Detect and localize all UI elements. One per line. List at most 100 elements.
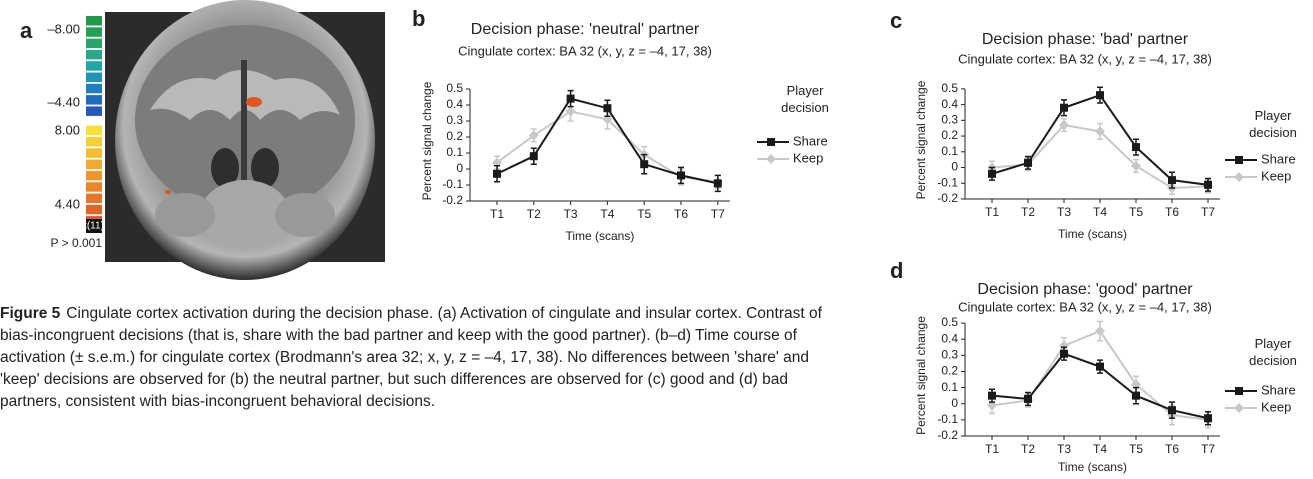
y-axis-title: Percent signal change (420, 81, 434, 200)
colorbar-label: –8.00 (47, 21, 80, 36)
y-tick-label: -0.2 (937, 428, 958, 442)
x-tick-label: T2 (527, 207, 541, 221)
marker (767, 138, 775, 146)
x-tick-label: T3 (564, 207, 578, 221)
y-tick-label: 0.4 (446, 97, 463, 111)
marker (1024, 394, 1032, 403)
x-tick-label: T7 (1201, 205, 1215, 219)
marker (1132, 143, 1140, 152)
y-tick-label: 0.5 (941, 315, 958, 329)
x-tick-label: T1 (490, 207, 504, 221)
marker (1059, 120, 1069, 131)
chart-subtitle: Cingulate cortex: BA 32 (x, y, z = –4, 1… (958, 299, 1212, 314)
x-tick-label: T7 (1201, 442, 1215, 456)
y-tick-label: 0.3 (941, 348, 958, 362)
y-tick-label: 0.5 (446, 81, 463, 95)
legend-label: Keep (793, 150, 823, 165)
colorbar-cell (86, 193, 102, 203)
legend-label: Share (1261, 382, 1296, 397)
mri-image (105, 0, 385, 280)
colorbar-cell (86, 204, 102, 215)
caption-text: Cingulate cortex activation during the d… (0, 305, 822, 410)
x-tick-label: T5 (637, 207, 651, 221)
colorbar-cell (86, 38, 102, 49)
marker (1204, 414, 1212, 423)
y-tick-label: 0.2 (941, 128, 958, 142)
legend-label: Keep (1261, 399, 1291, 414)
x-tick-label: T3 (1057, 205, 1071, 219)
threshold-label: P > 0.001 (51, 236, 103, 250)
x-tick-label: T5 (1129, 442, 1143, 456)
panel-label: d (890, 258, 903, 283)
colorbar-cell (86, 49, 102, 60)
marker (988, 169, 996, 178)
marker (1095, 126, 1105, 137)
chart-title: Decision phase: 'bad' partner (982, 31, 1189, 48)
x-axis-title: Time (scans) (1058, 227, 1127, 241)
colorbar (86, 16, 102, 233)
colorbar-label: 4.40 (55, 196, 80, 211)
colorbar-cell (86, 137, 102, 147)
colorbar-cell (86, 27, 102, 37)
x-tick-label: T7 (711, 207, 725, 221)
marker (1096, 91, 1104, 100)
marker (1168, 176, 1176, 185)
chart-title: Decision phase: 'good' partner (977, 281, 1193, 298)
y-tick-label: 0 (951, 160, 958, 174)
colorbar-label: 8.00 (55, 122, 80, 137)
y-tick-label: 0.5 (941, 81, 958, 95)
colorbar-cell (86, 16, 102, 26)
y-tick-label: 0.2 (941, 364, 958, 378)
marker (1168, 406, 1176, 415)
colorbar-cell (86, 61, 102, 71)
panel-label: b (412, 6, 425, 31)
chart-title: Decision phase: 'neutral' partner (471, 21, 700, 38)
y-tick-label: 0.3 (941, 113, 958, 127)
x-tick-label: T6 (1165, 442, 1179, 456)
legend-title: Player decision (781, 83, 829, 115)
legend-label: Share (1261, 151, 1296, 166)
series-line (991, 93, 1209, 186)
x-tick-label: T6 (1165, 205, 1179, 219)
x-axis-title: Time (scans) (1058, 460, 1127, 474)
marker (528, 130, 539, 141)
y-tick-label: 0.1 (446, 145, 463, 159)
x-tick-label: T4 (1093, 442, 1107, 456)
caption-label: Figure 5 (0, 305, 61, 322)
colorbar-label: –4.40 (47, 94, 80, 109)
y-tick-label: -0.1 (937, 412, 958, 426)
x-axis-title: Time (scans) (565, 229, 634, 243)
marker (766, 154, 776, 164)
y-tick-label: -0.2 (937, 191, 958, 205)
y-tick-label: -0.2 (442, 193, 463, 207)
y-tick-label: 0.3 (446, 113, 463, 127)
marker (603, 104, 612, 113)
caption: Figure 5 Cingulate cortex activation duri… (0, 303, 850, 413)
y-tick-label: -0.1 (442, 177, 463, 191)
marker (1024, 158, 1032, 167)
colorbar-cell (86, 83, 102, 94)
marker (1235, 387, 1243, 395)
marker (1060, 349, 1068, 358)
colorbar-cell (86, 125, 102, 136)
x-tick-label: T1 (985, 205, 999, 219)
colorbar-cell (86, 159, 102, 170)
y-tick-label: 0.2 (446, 129, 463, 143)
marker (1132, 391, 1140, 400)
chart-subtitle: Cingulate cortex: BA 32 (x, y, z = –4, 1… (458, 43, 712, 58)
x-tick-label: T2 (1021, 442, 1035, 456)
y-tick-label: -0.1 (937, 175, 958, 189)
y-tick-label: 0 (951, 396, 958, 410)
marker (1095, 326, 1105, 337)
marker (640, 160, 649, 169)
marker (1059, 340, 1069, 351)
y-axis-title: Percent signal change (914, 316, 928, 435)
marker (1204, 180, 1212, 189)
marker (1234, 403, 1244, 413)
stat-label: t(11) (84, 221, 104, 232)
legend-label: Keep (1261, 168, 1291, 183)
y-axis-title: Percent signal change (914, 80, 928, 199)
marker (713, 179, 722, 188)
